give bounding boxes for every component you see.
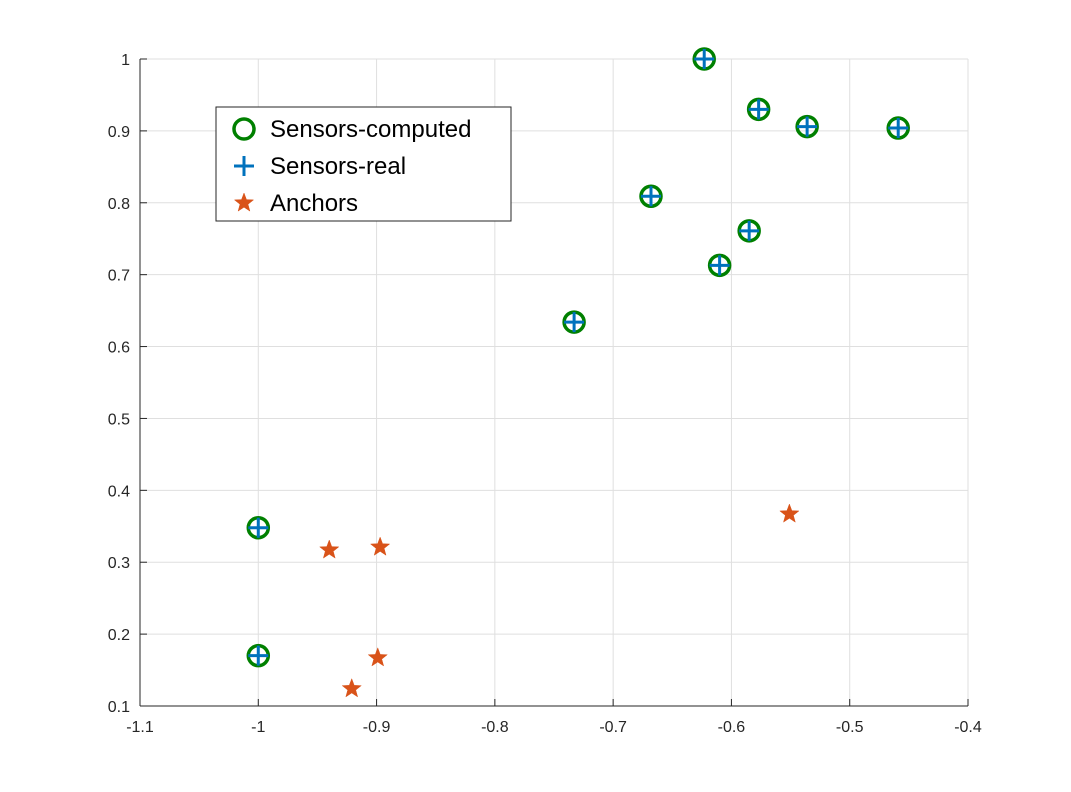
star-point bbox=[779, 503, 800, 523]
plus-point bbox=[248, 645, 269, 666]
y-tick-label: 0.7 bbox=[108, 268, 130, 285]
x-tick-label: -1 bbox=[251, 719, 265, 736]
plus-point bbox=[739, 220, 760, 241]
x-tick-label: -0.8 bbox=[481, 719, 509, 736]
series-sensors-real bbox=[248, 49, 909, 666]
legend-star-icon bbox=[233, 192, 255, 212]
plus-point bbox=[694, 49, 715, 69]
y-tick-label: 0.9 bbox=[108, 124, 130, 141]
y-tick-label: 0.3 bbox=[108, 555, 130, 572]
data-marks bbox=[246, 47, 910, 698]
y-tick-label: 0.8 bbox=[108, 196, 130, 213]
y-tick-label: 0.6 bbox=[108, 340, 130, 357]
y-tick-label: 0.2 bbox=[108, 627, 130, 644]
plus-point bbox=[797, 116, 818, 137]
plus-point bbox=[748, 99, 769, 120]
plus-point bbox=[248, 517, 269, 538]
y-tick-label: 0.1 bbox=[108, 699, 130, 716]
y-tick-label: 0.4 bbox=[108, 483, 130, 500]
plus-point bbox=[640, 186, 661, 207]
plus-point bbox=[888, 118, 909, 139]
axes bbox=[139, 59, 968, 707]
plus-point bbox=[709, 255, 730, 276]
legend-label: Sensors-real bbox=[270, 153, 406, 180]
y-tick-label: 1 bbox=[121, 52, 130, 69]
y-tick-label: 0.5 bbox=[108, 411, 130, 428]
star-point bbox=[369, 536, 391, 556]
star-point bbox=[341, 678, 362, 698]
star-point bbox=[367, 647, 388, 667]
legend-box bbox=[215, 106, 512, 222]
legend-circle-icon bbox=[232, 117, 256, 141]
star-point bbox=[319, 539, 340, 559]
x-tick-label: -0.9 bbox=[363, 719, 391, 736]
x-tick-label: -0.4 bbox=[954, 719, 982, 736]
legend-plus-icon bbox=[234, 156, 254, 176]
x-tick-label: -0.5 bbox=[836, 719, 864, 736]
legend-label: Sensors-computed bbox=[270, 116, 471, 143]
x-tick-label: -0.6 bbox=[718, 719, 746, 736]
grid-lines bbox=[139, 58, 969, 707]
x-tick-label: -0.7 bbox=[599, 719, 627, 736]
legend-label: Anchors bbox=[270, 190, 358, 217]
plus-point bbox=[564, 312, 585, 333]
legend: Sensors-computed Sensors-real Anchors bbox=[215, 106, 512, 222]
series-anchors bbox=[319, 503, 800, 698]
x-axis-ticks: -1.1 -1 -0.9 -0.8 -0.7 -0.6 -0.5 -0.4 bbox=[126, 699, 982, 736]
x-tick-label: -1.1 bbox=[126, 719, 154, 736]
y-axis-ticks: 0.1 0.2 0.3 0.4 0.5 0.6 0.7 0.8 0.9 1 bbox=[108, 52, 147, 716]
